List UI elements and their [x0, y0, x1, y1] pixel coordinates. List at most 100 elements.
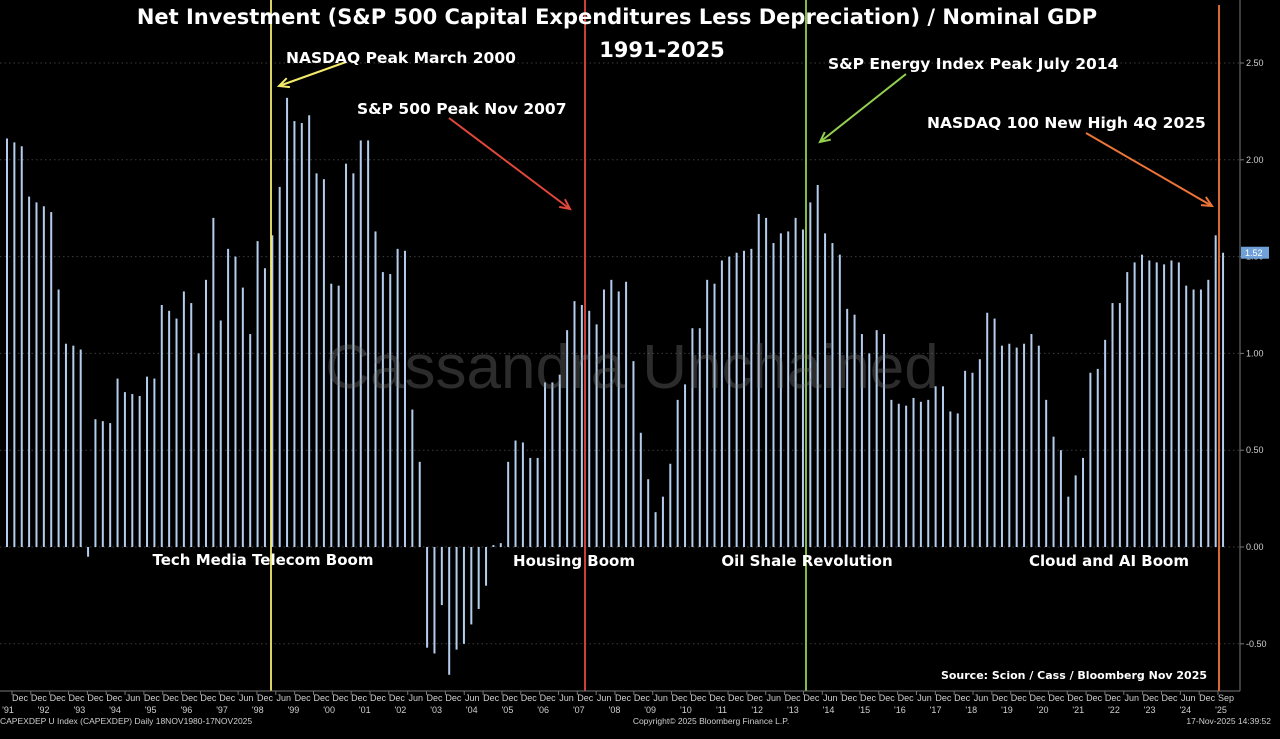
x-year-label: '23	[1144, 705, 1156, 715]
x-tick-label: Dec	[295, 693, 312, 703]
x-tick-label: Jun	[239, 693, 254, 703]
chart-subtitle: 1991-2025	[599, 38, 725, 62]
chart-title: Net Investment (S&P 500 Capital Expendit…	[137, 5, 1097, 29]
bar	[1185, 285, 1188, 547]
bar	[934, 386, 937, 547]
bar	[50, 212, 53, 547]
bar	[544, 382, 547, 547]
bar	[87, 547, 90, 557]
bar	[485, 547, 488, 586]
x-year-label: '06	[537, 705, 549, 715]
bar	[551, 382, 554, 547]
bar	[558, 374, 561, 547]
bar	[1067, 496, 1070, 547]
bar	[1163, 264, 1166, 547]
annotation-nasdaq100-high-2025: NASDAQ 100 New High 4Q 2025	[927, 114, 1206, 132]
bar	[890, 399, 893, 547]
bar	[809, 202, 812, 547]
x-tick-label: Dec	[163, 693, 180, 703]
bar	[831, 243, 834, 547]
bar	[1133, 262, 1136, 547]
x-tick-label: Jun	[597, 693, 612, 703]
annotation-energy-peak-2014: S&P Energy Index Peak July 2014	[828, 55, 1119, 73]
bar	[146, 376, 149, 547]
bar	[868, 353, 871, 547]
bar	[588, 310, 591, 547]
x-tick-label: Sep	[1218, 693, 1234, 703]
bar	[204, 279, 207, 547]
bar	[1082, 457, 1085, 547]
bar	[64, 343, 67, 547]
x-tick-label: Jun	[1181, 693, 1196, 703]
bar	[330, 283, 333, 547]
bar	[227, 248, 230, 547]
bar	[1126, 272, 1129, 547]
bar	[278, 186, 281, 548]
bar	[1059, 450, 1062, 547]
y-tick-label: 2.00	[1246, 155, 1264, 165]
x-tick-label: Dec	[1067, 693, 1084, 703]
x-tick-label: Dec	[370, 693, 387, 703]
x-tick-label: Dec	[69, 693, 86, 703]
bar	[713, 283, 716, 547]
x-year-label: '05	[502, 705, 514, 715]
bar	[647, 479, 650, 547]
bar	[1192, 289, 1195, 547]
x-year-label: '24	[1179, 705, 1191, 715]
x-tick-label: Dec	[313, 693, 330, 703]
bar	[492, 545, 495, 547]
bar	[308, 115, 311, 547]
bar	[824, 233, 827, 548]
bar	[691, 328, 694, 547]
bar	[168, 310, 171, 547]
x-tick-label: Dec	[1105, 693, 1122, 703]
bar	[625, 281, 628, 547]
x-tick-label: Dec	[728, 693, 745, 703]
bar	[396, 248, 399, 547]
footer-copyright: Copyright© 2025 Bloomberg Finance L.P.	[633, 716, 789, 726]
bar	[529, 457, 532, 547]
bar	[293, 121, 296, 547]
x-tick-label: Jun	[559, 693, 574, 703]
bar	[853, 314, 856, 547]
footer-timestamp: 17-Nov-2025 14:39:52	[1186, 716, 1271, 726]
x-tick-label: Dec	[898, 693, 915, 703]
annotation-arrowhead	[818, 131, 831, 144]
x-tick-label: Dec	[540, 693, 557, 703]
x-tick-label: Dec	[50, 693, 67, 703]
x-year-label: '08	[609, 705, 621, 715]
bar	[875, 330, 878, 547]
annotation-arrow	[1085, 132, 1213, 207]
bar-series	[6, 97, 1225, 675]
bar	[779, 233, 782, 548]
bar	[448, 547, 451, 675]
bar	[256, 241, 259, 547]
x-tick-label: Dec	[219, 693, 236, 703]
x-tick-label: Dec	[803, 693, 820, 703]
era-label-housing-boom: Housing Boom	[513, 552, 635, 570]
x-year-label: '03	[430, 705, 442, 715]
bar	[772, 243, 775, 547]
bar	[1118, 303, 1121, 547]
bar	[462, 547, 465, 644]
bar	[6, 138, 8, 547]
x-tick-label: Dec	[332, 693, 349, 703]
bar	[72, 345, 75, 547]
y-tick-label: 0.50	[1246, 445, 1264, 455]
x-tick-label: Dec	[841, 693, 858, 703]
x-year-label: '04	[466, 705, 478, 715]
x-tick-label: Dec	[106, 693, 123, 703]
bar	[684, 384, 687, 547]
bar	[860, 334, 863, 547]
bar	[1140, 254, 1143, 547]
watermark: Cassandra Unchained	[325, 333, 939, 402]
bar	[941, 386, 944, 547]
x-tick-label: Dec	[521, 693, 538, 703]
x-year-label: '92	[38, 705, 50, 715]
bar	[735, 252, 738, 547]
bar	[514, 440, 517, 547]
bar	[1030, 334, 1033, 547]
bar	[602, 289, 605, 547]
x-tick-label: Jun	[126, 693, 141, 703]
bar	[816, 184, 819, 547]
